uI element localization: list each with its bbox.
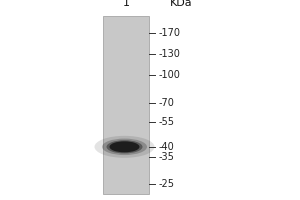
Ellipse shape	[110, 141, 140, 152]
Ellipse shape	[106, 140, 142, 153]
Text: 1: 1	[122, 0, 130, 8]
Text: -35: -35	[159, 152, 175, 162]
Ellipse shape	[102, 139, 147, 155]
Text: -170: -170	[159, 28, 181, 38]
Text: -40: -40	[159, 142, 175, 152]
Text: -130: -130	[159, 49, 181, 59]
Text: -55: -55	[159, 117, 175, 127]
Bar	[103, 16, 148, 194]
Ellipse shape	[94, 136, 154, 158]
Text: KDa: KDa	[169, 0, 192, 8]
Text: -100: -100	[159, 70, 181, 80]
Text: -70: -70	[159, 98, 175, 108]
Text: -25: -25	[159, 179, 175, 189]
